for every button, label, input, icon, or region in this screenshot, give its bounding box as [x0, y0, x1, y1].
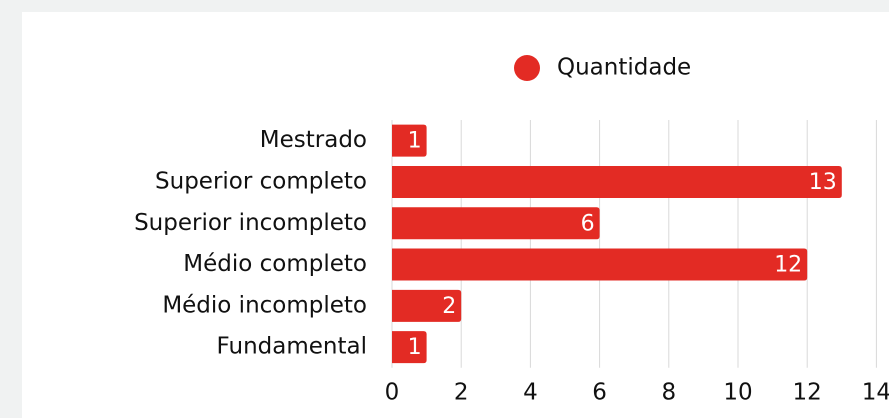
- x-tick-label: 14: [862, 379, 889, 405]
- x-tick-label: 10: [723, 379, 752, 405]
- value-label: 12: [774, 253, 802, 278]
- x-tick-label: 0: [385, 379, 400, 405]
- x-tick-label: 4: [523, 379, 538, 405]
- x-tick-label: 6: [592, 379, 607, 405]
- x-tick-label: 12: [793, 379, 822, 405]
- x-tick-label: 8: [661, 379, 676, 405]
- bar: [392, 331, 427, 364]
- bar: [392, 165, 842, 198]
- x-tick-label: 2: [454, 379, 469, 405]
- y-tick-label: Superior incompleto: [134, 210, 367, 236]
- bar: [392, 207, 600, 240]
- bar: [392, 289, 462, 322]
- legend-label: Quantidade: [557, 55, 691, 81]
- y-tick-label: Superior completo: [155, 168, 367, 194]
- y-tick-label: Mestrado: [260, 127, 367, 153]
- bar: [392, 124, 427, 157]
- bar: [392, 248, 808, 281]
- y-tick-label: Médio completo: [183, 251, 367, 277]
- value-label: 6: [581, 211, 595, 236]
- y-tick-label: Médio incompleto: [162, 292, 367, 318]
- value-label: 1: [408, 335, 422, 360]
- value-label: 1: [408, 129, 422, 154]
- value-label: 2: [442, 294, 456, 319]
- legend-marker: [514, 55, 540, 81]
- value-label: 13: [809, 170, 837, 195]
- y-tick-label: Fundamental: [217, 334, 367, 360]
